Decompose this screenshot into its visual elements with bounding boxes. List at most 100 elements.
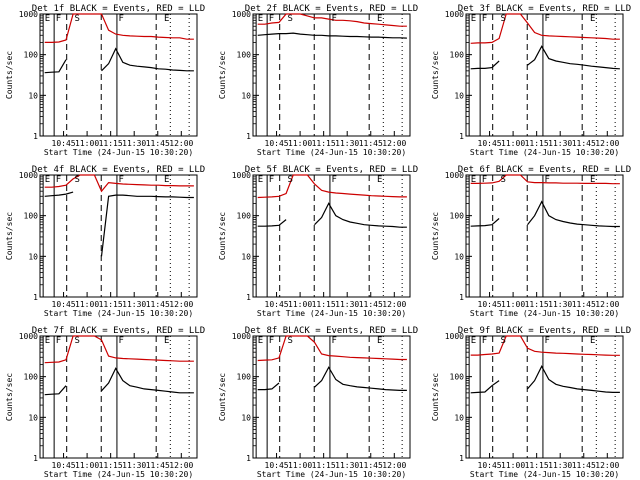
marker-label: E: [377, 336, 382, 346]
marker-label: F: [482, 336, 487, 346]
marker-label: S: [288, 175, 293, 185]
x-tick-label: 11:30: [122, 300, 146, 309]
marker-label: S: [75, 175, 80, 185]
series-line-lld: [470, 13, 620, 44]
y-tick-label: 1: [33, 132, 38, 141]
series-line-events: [44, 47, 194, 74]
plot-frame: [252, 174, 411, 298]
series-line-lld: [257, 335, 407, 362]
x-tick-label: 11:30: [548, 300, 572, 309]
chart-title: Det 1f BLACK = Events, RED = LLD: [32, 4, 205, 14]
chart-panel-8: Det 8f BLACK = Events, RED = LLD 1 10 100 10…: [218, 326, 418, 479]
x-tick-label: 11:45: [146, 300, 170, 309]
marker-label: E: [258, 336, 263, 346]
y-tick-label: 1000: [445, 332, 464, 341]
plot-frame: [252, 335, 411, 459]
y-axis-label: Counts/sec: [5, 51, 14, 99]
x-tick-label: 11:30: [122, 139, 146, 148]
y-tick-label: 10: [28, 413, 38, 422]
x-tick-label: 11:15: [312, 139, 336, 148]
marker-label: S: [501, 175, 506, 185]
x-axis-label: Start Time (24-Jun-15 10:30:20): [470, 309, 619, 318]
x-tick-label: 11:15: [525, 300, 549, 309]
y-tick-label: 10: [28, 91, 38, 100]
x-tick-label: 12:00: [169, 461, 193, 470]
chart-panel-7: Det 7f BLACK = Events, RED = LLD 1 10 100 10…: [5, 326, 205, 479]
marker-label: F: [545, 175, 550, 185]
y-axis-label: Counts/sec: [218, 373, 227, 421]
x-tick-label: 10:45: [52, 139, 76, 148]
x-axis-label: Start Time (24-Jun-15 10:30:20): [470, 148, 619, 157]
marker-label: S: [501, 336, 506, 346]
x-tick-label: 10:45: [478, 139, 502, 148]
chart-title: Det 9f BLACK = Events, RED = LLD: [458, 326, 631, 336]
marker-label: F: [119, 175, 124, 185]
series-line-events: [257, 32, 407, 39]
y-tick-label: 1000: [19, 171, 38, 180]
marker-label: E: [164, 14, 169, 24]
marker-label: E: [590, 175, 595, 185]
y-tick-label: 1: [459, 132, 464, 141]
x-tick-label: 12:00: [382, 300, 406, 309]
x-tick-label: 11:00: [288, 139, 312, 148]
marker-label: F: [56, 14, 61, 24]
series-line-events: [470, 200, 620, 228]
y-tick-label: 1000: [232, 171, 251, 180]
x-tick-label: 11:45: [572, 461, 596, 470]
y-tick-label: 10: [454, 91, 464, 100]
x-tick-label: 11:00: [501, 461, 525, 470]
marker-label: E: [471, 175, 476, 185]
marker-label: F: [269, 175, 274, 185]
y-tick-label: 1000: [232, 10, 251, 19]
x-tick-label: 12:00: [169, 300, 193, 309]
marker-label: S: [501, 14, 506, 24]
series-line-lld: [44, 335, 194, 364]
y-tick-label: 100: [24, 51, 39, 60]
y-axis-label: Counts/sec: [218, 212, 227, 260]
marker-label: F: [269, 336, 274, 346]
chart-title: Det 2f BLACK = Events, RED = LLD: [245, 4, 418, 14]
chart-panel-5: Det 5f BLACK = Events, RED = LLD 1 10 100 10…: [218, 165, 418, 318]
y-axis-label: Counts/sec: [431, 51, 440, 99]
x-tick-label: 11:15: [312, 461, 336, 470]
x-tick-label: 11:15: [525, 139, 549, 148]
x-axis-label: Start Time (24-Jun-15 10:30:20): [470, 470, 619, 479]
marker-label: S: [288, 336, 293, 346]
x-tick-label: 12:00: [595, 300, 619, 309]
marker-label: F: [56, 175, 61, 185]
x-tick-label: 10:45: [478, 461, 502, 470]
marker-label: S: [288, 14, 293, 24]
plot-frame: [252, 13, 411, 137]
x-tick-label: 10:45: [265, 300, 289, 309]
x-tick-label: 12:00: [382, 139, 406, 148]
y-axis-label: Counts/sec: [5, 373, 14, 421]
x-tick-label: 10:45: [265, 139, 289, 148]
y-tick-label: 1: [459, 293, 464, 302]
y-tick-label: 10: [28, 252, 38, 261]
x-tick-label: 11:15: [99, 300, 123, 309]
series-line-lld: [470, 335, 620, 356]
marker-label: F: [119, 14, 124, 24]
x-tick-label: 11:30: [335, 300, 359, 309]
marker-label: E: [471, 14, 476, 24]
x-tick-label: 10:45: [478, 300, 502, 309]
y-axis-label: Counts/sec: [218, 51, 227, 99]
marker-label: E: [590, 14, 595, 24]
marker-label: F: [545, 14, 550, 24]
y-tick-label: 100: [24, 212, 39, 221]
x-axis-label: Start Time (24-Jun-15 10:30:20): [257, 309, 406, 318]
series-line-lld: [44, 174, 194, 193]
y-axis-label: Counts/sec: [5, 212, 14, 260]
x-tick-label: 11:30: [122, 461, 146, 470]
marker-label: F: [269, 14, 274, 24]
chart-panel-1: Det 1f BLACK = Events, RED = LLD 1 10 100 10…: [5, 4, 205, 157]
series-line-lld: [257, 13, 407, 27]
series-line-lld: [44, 13, 194, 43]
marker-label: E: [258, 175, 263, 185]
y-tick-label: 100: [450, 51, 465, 60]
marker-label: E: [164, 336, 169, 346]
series-line-events: [44, 191, 194, 257]
marker-label: F: [545, 336, 550, 346]
series-line-events: [257, 366, 407, 391]
plot-frame: [39, 174, 198, 298]
